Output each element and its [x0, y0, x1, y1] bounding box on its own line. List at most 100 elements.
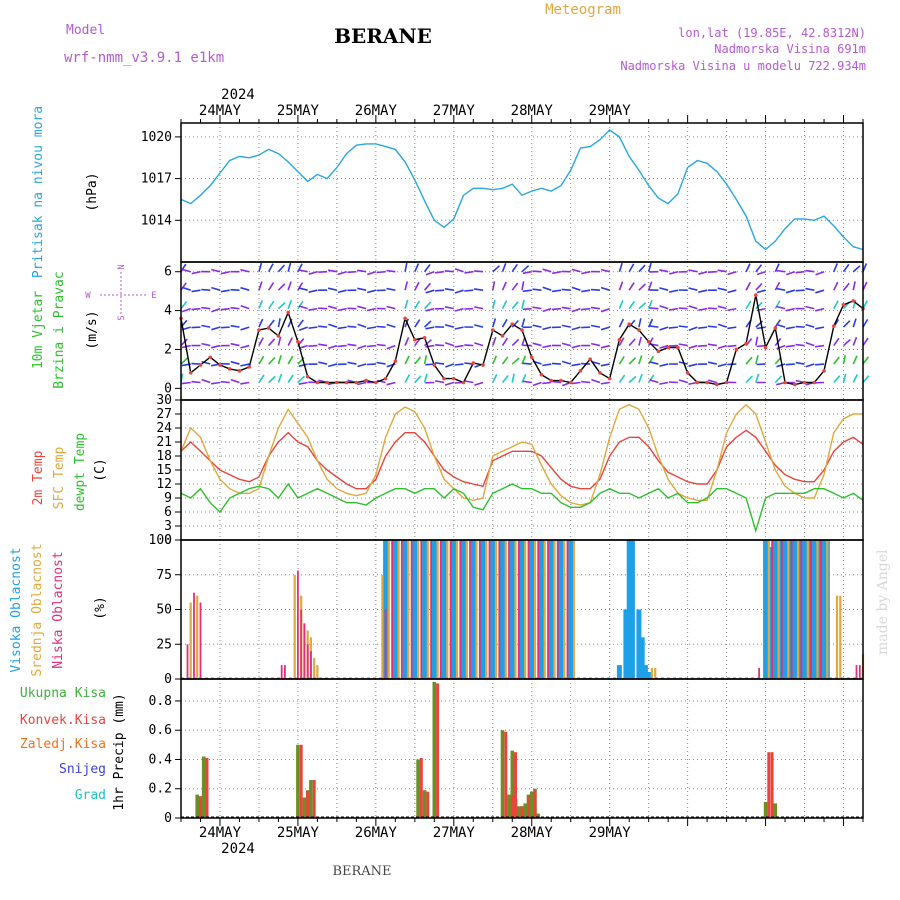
wind-arrow	[287, 355, 294, 365]
wind-arrow	[542, 381, 552, 385]
wind-arrow	[776, 287, 786, 291]
wind-arrow	[180, 338, 188, 347]
wind-arrow	[474, 324, 484, 328]
wind-arrow	[347, 270, 357, 274]
wind-arrow	[318, 361, 328, 365]
wind-arrow	[618, 318, 625, 328]
conv-precip-bar	[436, 683, 440, 818]
wind-arrow	[717, 323, 727, 328]
wind-point	[705, 380, 709, 385]
wind-point	[588, 357, 592, 361]
wind-arrow	[745, 356, 753, 365]
wind-point	[383, 376, 388, 381]
low-cloud-bar	[384, 609, 387, 679]
wind-arrow	[404, 299, 409, 309]
wind-arrow	[571, 381, 581, 385]
wind-arrow	[659, 269, 669, 273]
wind-arrow	[298, 381, 308, 385]
wind-arrow	[347, 361, 357, 365]
wind-arrow	[201, 324, 211, 328]
wind-arrow	[337, 289, 347, 294]
wind-arrow	[647, 300, 653, 309]
wind-arrow	[414, 300, 420, 310]
wind-arrow	[862, 375, 870, 384]
wind-arrow	[688, 269, 698, 273]
wind-arrow	[404, 336, 410, 346]
wind-arrow	[318, 343, 328, 347]
wind-arrow	[220, 289, 230, 293]
wind-arrow	[805, 287, 815, 291]
credit-label: made by Angel	[875, 549, 891, 655]
station-title: BERANE	[334, 24, 432, 48]
wind-point	[695, 380, 700, 385]
temp-dewpt-line	[180, 482, 864, 534]
low-cloud-bar	[284, 665, 286, 679]
wind-arrow	[267, 263, 274, 273]
wind-arrow	[191, 380, 201, 384]
mid-cloud-bar	[407, 540, 410, 679]
y-tick-label: 0.6	[149, 723, 172, 738]
precip-legend-2: Konvek.Kisa	[20, 713, 106, 728]
wind-arrow	[454, 363, 464, 366]
wind-point	[646, 339, 651, 344]
wind-arrow	[571, 286, 581, 291]
wind-arrow	[600, 363, 610, 367]
wind-arrow	[220, 270, 230, 275]
wind-arrow	[287, 374, 294, 383]
wind-arrow	[727, 289, 737, 294]
compass-n: N	[117, 264, 127, 269]
wind-arrow	[618, 281, 624, 291]
bottom-date-label: 25MAY	[277, 825, 320, 841]
wind-point	[724, 380, 729, 385]
wind-arrow	[698, 326, 708, 329]
mid-cloud-bar	[767, 540, 770, 679]
wind-arrow	[756, 344, 766, 348]
wind-arrow	[181, 286, 191, 291]
wind-arrow	[542, 344, 552, 349]
wind-compass-icon: N W E S	[85, 264, 156, 320]
wind-arrow	[647, 281, 653, 291]
wind-arrow	[532, 381, 542, 387]
wind-arrow	[522, 380, 532, 384]
wind-arrow	[492, 265, 501, 273]
wind-arrow	[357, 269, 367, 273]
panel-4: 0 25 50 75 100 Visoka Oblacnost Srednja Oblacn…	[9, 533, 865, 687]
mid-cloud-bar	[806, 540, 809, 679]
wind-point	[676, 345, 680, 350]
wind-arrow	[298, 287, 308, 291]
wind-arrow	[591, 378, 601, 384]
low-cloud-bar	[858, 665, 861, 679]
bottom-date-label: 24MAY	[199, 825, 242, 841]
mid-cloud-bar	[196, 595, 199, 679]
wind-arrow	[774, 263, 780, 273]
wind-arrow	[618, 374, 626, 383]
low-cloud-bar	[420, 540, 423, 679]
bottom-date-label: 27MAY	[433, 825, 476, 841]
wind-point	[208, 355, 213, 360]
mid-cloud-bar	[417, 540, 420, 679]
wind-arrow	[833, 356, 840, 365]
y-tick-label: 30	[156, 393, 172, 408]
y-tick-label: 0	[164, 381, 172, 396]
low-cloud-bar	[790, 540, 793, 679]
wind-point	[627, 322, 631, 326]
wind-arrow	[308, 344, 318, 347]
high-cloud-bar	[529, 540, 535, 679]
low-cloud-bar	[810, 540, 812, 679]
wind-point	[666, 345, 670, 350]
wind-point	[578, 369, 583, 373]
low-cloud-bar	[303, 623, 306, 679]
low-cloud-bar	[478, 540, 481, 679]
wind-arrow	[258, 355, 265, 365]
mid-cloud-bar	[543, 540, 546, 679]
wind-point	[257, 328, 261, 332]
total-precip-bar	[510, 750, 515, 818]
wind-arrow	[180, 263, 187, 273]
wind-point	[413, 337, 417, 342]
wind-arrow	[404, 281, 409, 291]
wind-arrow	[659, 326, 669, 331]
wind-arrow	[454, 326, 464, 330]
low-cloud-bar	[771, 540, 773, 679]
wind-arrow	[376, 343, 386, 347]
mid-cloud-bar	[563, 540, 566, 679]
